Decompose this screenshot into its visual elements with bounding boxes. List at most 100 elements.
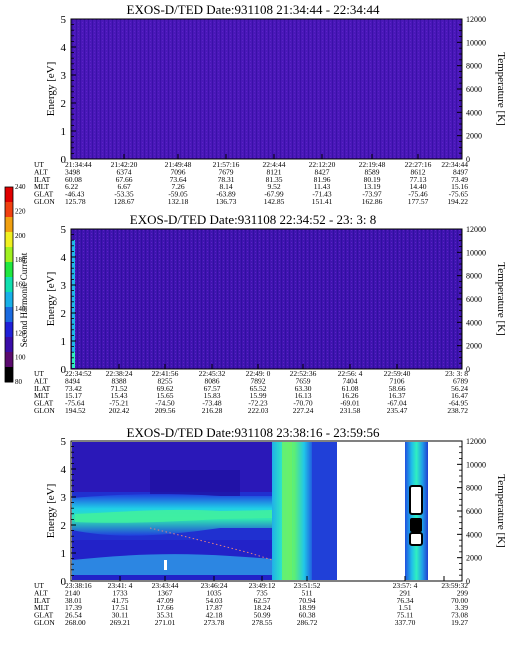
ephemeris-value: 17.66 bbox=[157, 603, 174, 612]
panel-3-right-white-block bbox=[409, 485, 423, 515]
ephemeris-value: 58.66 bbox=[389, 384, 406, 393]
panel-3-energy-label: Energy [eV] bbox=[45, 484, 57, 538]
ephemeris-value: 42.18 bbox=[206, 611, 223, 620]
panel-3-right-white-block-2 bbox=[409, 532, 423, 546]
ephemeris-value: 56.24 bbox=[451, 384, 468, 393]
ephemeris-value: 22:19:48 bbox=[359, 160, 386, 169]
ephemeris-value: 67.57 bbox=[204, 384, 221, 393]
colorbar-segment bbox=[5, 277, 13, 293]
ephemeris-value: 15.17 bbox=[65, 391, 82, 400]
ephemeris-value: -75.64 bbox=[65, 399, 85, 408]
panel-2-energy-label: Energy [eV] bbox=[45, 272, 57, 326]
ephemeris-row-label: MLT bbox=[34, 603, 50, 612]
ephemeris-row-label: UT bbox=[34, 160, 44, 169]
ephemeris-value: -75.65 bbox=[449, 190, 469, 199]
ephemeris-row-label: GLON bbox=[34, 197, 55, 206]
ephemeris-value: 22:45:32 bbox=[199, 369, 226, 378]
panel-3-green-core bbox=[75, 509, 272, 523]
ephemeris-row-label: GLON bbox=[34, 406, 55, 415]
ephemeris-row-label: GLON bbox=[34, 618, 55, 627]
ephemeris-value: -63.89 bbox=[216, 190, 236, 199]
ephemeris-value: -69.01 bbox=[340, 399, 360, 408]
panel-2-title: EXOS-D/TED Date:931108 22:34:52 - 23: 3:… bbox=[130, 212, 377, 227]
ephemeris-value: 73.42 bbox=[65, 384, 82, 393]
ephemeris-value: 7096 bbox=[171, 167, 186, 176]
ephemeris-value: 60.38 bbox=[299, 611, 316, 620]
panel-2-temperature-axis: 0 2000 4000 6000 8000 10000 12000 bbox=[457, 225, 486, 374]
ephemeris-value: 8.14 bbox=[219, 182, 232, 191]
colorbar-segment bbox=[5, 337, 13, 353]
ephemeris-value: 337.70 bbox=[395, 618, 416, 627]
ephemeris-value: 16.47 bbox=[451, 391, 468, 400]
ephemeris-value: 16.13 bbox=[295, 391, 312, 400]
ephemeris-value: 16.26 bbox=[342, 391, 359, 400]
ephemeris-value: 222.03 bbox=[248, 406, 269, 415]
temperature-tick-label: 4000 bbox=[466, 530, 482, 539]
ephemeris-value: 8121 bbox=[267, 167, 282, 176]
ephemeris-value: 70.94 bbox=[299, 596, 316, 605]
colorbar-segment bbox=[5, 367, 13, 383]
temperature-tick-label: 10000 bbox=[466, 460, 486, 469]
ephemeris-value: -70.70 bbox=[293, 399, 313, 408]
panel-3-temperature-label: Temperature [K] bbox=[495, 474, 505, 547]
ephemeris-value: 6789 bbox=[453, 376, 468, 385]
panel-3-trace bbox=[149, 527, 273, 561]
ephemeris-value: 38.01 bbox=[65, 596, 82, 605]
energy-tick-label: 3 bbox=[61, 70, 67, 82]
ephemeris-row-label: MLT bbox=[34, 182, 50, 191]
ephemeris-value: 23:46:24 bbox=[201, 581, 228, 590]
ephemeris-value: 162.86 bbox=[362, 197, 383, 206]
ephemeris-row-label: UT bbox=[34, 369, 44, 378]
ephemeris-value: 81.96 bbox=[314, 175, 331, 184]
panel-3-burst-core bbox=[282, 442, 292, 580]
ephemeris-value: 23:43:44 bbox=[152, 581, 179, 590]
ephemeris-value: 17.39 bbox=[65, 603, 82, 612]
temperature-tick-label: 0 bbox=[466, 155, 470, 164]
colorbar-tick-label: 80 bbox=[15, 378, 23, 386]
ephemeris-value: 62.57 bbox=[254, 596, 271, 605]
temperature-tick-label: 2000 bbox=[466, 554, 482, 563]
ephemeris-value: 125.78 bbox=[65, 197, 86, 206]
ephemeris-row-label: UT bbox=[34, 581, 44, 590]
colorbar-segment bbox=[5, 247, 13, 263]
ephemeris-value: 23:51:52 bbox=[294, 581, 321, 590]
colorbar-tick-label: 200 bbox=[15, 232, 26, 240]
ephemeris-value: 23:57: 4 bbox=[393, 581, 418, 590]
temperature-tick-label: 6000 bbox=[466, 85, 482, 94]
ephemeris-value: 7404 bbox=[343, 376, 358, 385]
ephemeris-value: 8497 bbox=[453, 167, 468, 176]
ephemeris-value: 15.43 bbox=[111, 391, 128, 400]
ephemeris-value: 26.54 bbox=[65, 611, 82, 620]
ephemeris-value: 13.19 bbox=[364, 182, 381, 191]
colorbar: 80 100 120 140 160 180 200 220 240 bbox=[4, 183, 26, 386]
ephemeris-value: 128.67 bbox=[114, 197, 135, 206]
panel-2-temperature-label: Temperature [K] bbox=[495, 262, 505, 335]
ephemeris-value: 6.67 bbox=[117, 182, 130, 191]
ephemeris-value: -74.50 bbox=[155, 399, 175, 408]
temperature-tick-label: 12000 bbox=[466, 437, 486, 446]
ephemeris-value: 8427 bbox=[315, 167, 330, 176]
ephemeris-value: 22:38:24 bbox=[106, 369, 133, 378]
ephemeris-value: 67.66 bbox=[116, 175, 133, 184]
ephemeris-value: 17.87 bbox=[206, 603, 223, 612]
ephemeris-row-label: GLAT bbox=[34, 611, 54, 620]
temperature-tick-label: 0 bbox=[466, 365, 470, 374]
ephemeris-value: 65.52 bbox=[250, 384, 267, 393]
temperature-tick-label: 8000 bbox=[466, 272, 482, 281]
ephemeris-value: 8589 bbox=[365, 167, 380, 176]
ephemeris-value: 21:57:16 bbox=[213, 160, 240, 169]
ephemeris-value: -73.48 bbox=[202, 399, 222, 408]
ephemeris-value: 511 bbox=[302, 588, 313, 597]
panel-1-temperature-axis: 0 2000 4000 6000 8000 10000 12000 bbox=[457, 15, 486, 164]
ephemeris-value: 273.78 bbox=[204, 618, 225, 627]
ephemeris-value: 23:38:16 bbox=[65, 581, 92, 590]
panel-1-energy-axis: 0 1 2 3 4 5 bbox=[61, 14, 463, 166]
ephemeris-value: -53.35 bbox=[114, 190, 134, 199]
ephemeris-value: 235.47 bbox=[387, 406, 408, 415]
ephemeris-value: 7679 bbox=[219, 167, 234, 176]
colorbar-tick-label: 120 bbox=[15, 329, 26, 337]
energy-tick-label: 5 bbox=[61, 224, 67, 236]
ephemeris-value: 15.83 bbox=[204, 391, 221, 400]
ephemeris-value: 278.55 bbox=[252, 618, 273, 627]
ephemeris-value: 30.11 bbox=[112, 611, 129, 620]
